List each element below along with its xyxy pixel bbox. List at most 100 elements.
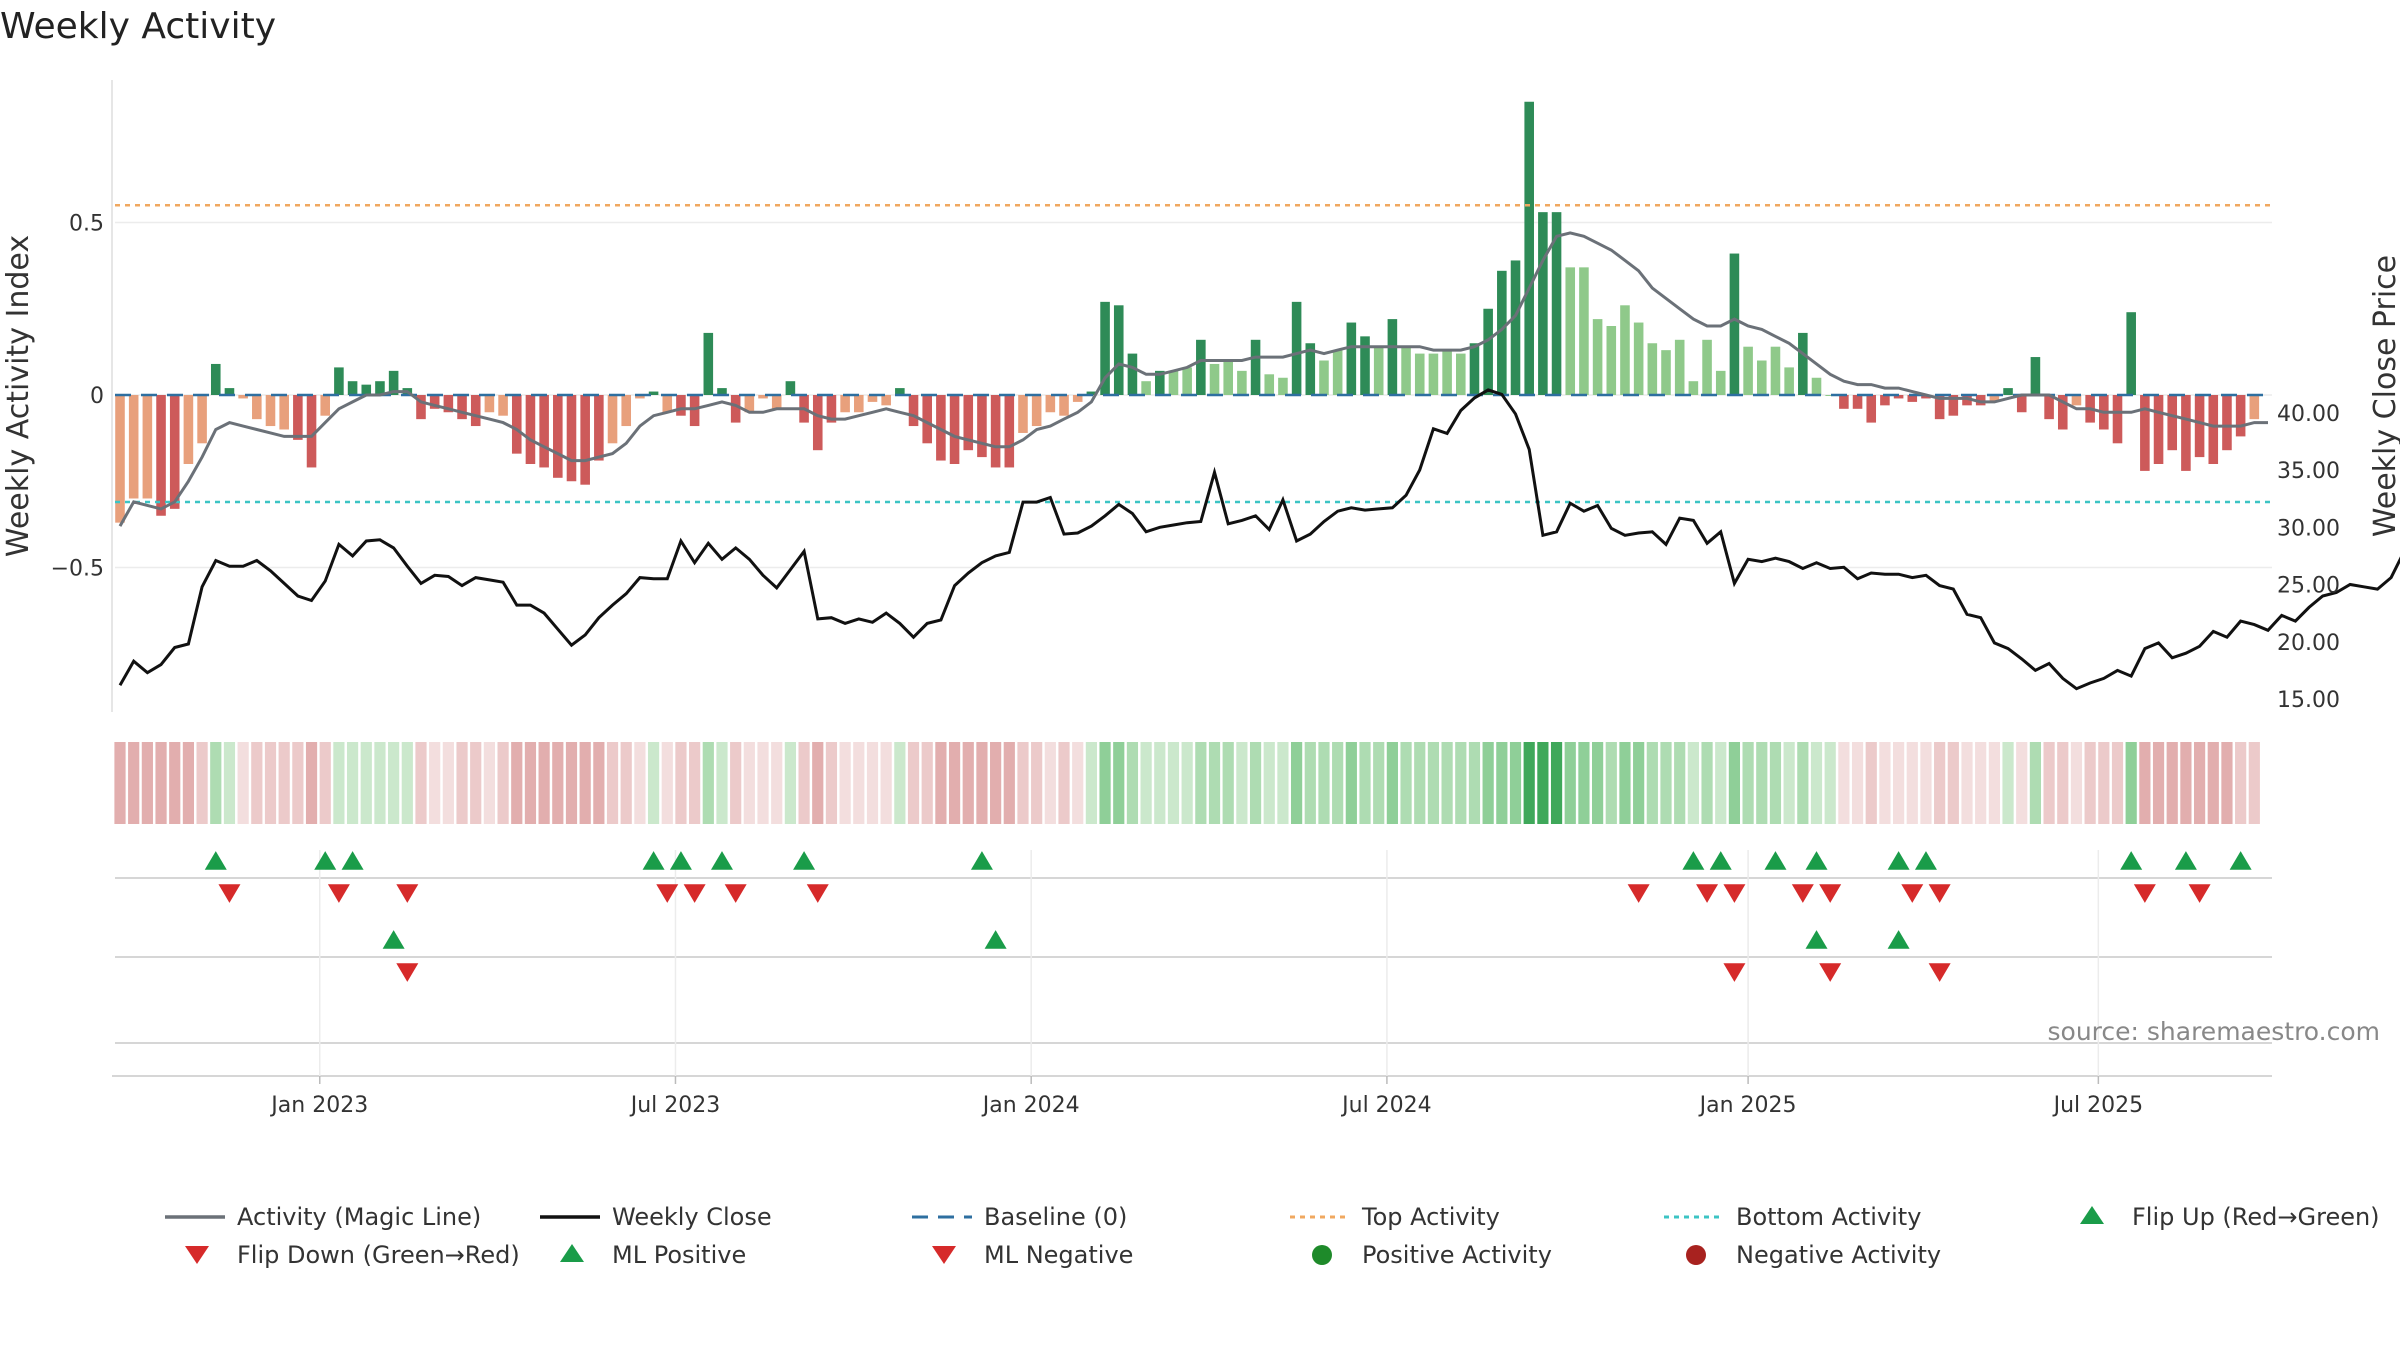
heat-cell (1072, 742, 1084, 824)
activity-bar (1332, 350, 1343, 395)
activity-bar (183, 395, 194, 464)
activity-bar (1688, 381, 1699, 395)
heat-cell (1318, 742, 1330, 824)
activity-bar (2126, 312, 2136, 395)
heat-cell (1564, 742, 1576, 824)
activity-bar (1715, 370, 1726, 395)
activity-bar (635, 395, 645, 399)
activity-bar (594, 395, 604, 461)
activity-bar (621, 395, 632, 427)
heat-cell (1140, 742, 1152, 824)
heat-cell (1550, 742, 1563, 824)
heat-cell (593, 742, 605, 824)
heat-cell (661, 742, 673, 824)
activity-bar (1483, 308, 1493, 395)
heat-cell (128, 742, 140, 824)
heat-cell (2098, 742, 2110, 824)
heat-cell (1674, 742, 1686, 824)
activity-bar (758, 395, 768, 399)
activity-bar (922, 395, 932, 444)
activity-bar (1989, 395, 2000, 402)
flip-down-marker (2188, 884, 2211, 903)
flip-down-marker (1791, 884, 1814, 903)
heat-cell (1619, 742, 1631, 824)
activity-bar (908, 395, 919, 427)
heat-cell (2070, 742, 2083, 824)
activity-bar (1401, 346, 1411, 395)
legend-label: Positive Activity (1362, 1241, 1552, 1269)
flip-down-marker (656, 884, 679, 903)
heat-cell (1523, 742, 1535, 824)
activity-bar (949, 395, 960, 464)
activity-bar (1018, 395, 1028, 433)
activity-bars (115, 101, 2260, 523)
ml-negative-marker (1723, 963, 1746, 982)
heat-cell (1441, 742, 1453, 824)
heat-cell (1824, 742, 1836, 824)
activity-bar (279, 395, 289, 430)
flip-down-marker (1627, 884, 1650, 903)
heat-cell (2016, 742, 2028, 824)
activity-bar (1469, 343, 1480, 395)
heat-cell (292, 742, 304, 824)
heat-cell (1838, 742, 1850, 824)
ml-positive-marker (1887, 930, 1910, 949)
heat-cell (1017, 742, 1029, 824)
flip-down-marker (683, 884, 706, 903)
activity-bar (895, 388, 905, 395)
flip-up-marker (1682, 851, 1705, 870)
activity-bar (156, 395, 166, 516)
activity-bar (977, 395, 987, 458)
activity-bar (2057, 395, 2068, 430)
activity-bar (648, 391, 659, 395)
activity-bar (854, 395, 864, 413)
flip-down-marker (806, 884, 829, 903)
heat-cell (1701, 742, 1713, 824)
activity-bar (1592, 319, 1603, 395)
ml-positive-marker (984, 930, 1007, 949)
flip-up-marker (1914, 851, 1937, 870)
legend-label: Negative Activity (1736, 1241, 1941, 1269)
flip-down-marker (2133, 884, 2156, 903)
heat-cell (2029, 742, 2042, 824)
activity-bar (320, 395, 331, 416)
right-axis-title: Weekly Close Price (2368, 255, 2400, 537)
activity-bar (1551, 212, 1562, 395)
heat-cell (839, 742, 851, 824)
legend-label: Bottom Activity (1736, 1203, 1921, 1231)
flip-marker-panels (112, 850, 2272, 1077)
left-axis-title: Weekly Activity Index (1, 235, 36, 557)
activity-bar (1168, 370, 1179, 395)
heat-cell (346, 742, 359, 824)
heat-cell (223, 742, 236, 824)
activity-bar (2003, 388, 2013, 395)
heat-cell (1099, 742, 1111, 824)
activity-bar (388, 370, 399, 395)
heat-cell (990, 742, 1002, 824)
heat-cell (675, 742, 687, 824)
flip-up-marker (314, 851, 337, 870)
heat-cell (1249, 742, 1262, 824)
heat-cell (907, 742, 920, 824)
heat-cell (2180, 742, 2192, 824)
heat-cell (620, 742, 632, 824)
activity-bar (2222, 395, 2232, 451)
flip-up-marker (970, 851, 993, 870)
heat-cell (210, 742, 222, 824)
heat-cell (1660, 742, 1672, 824)
activity-bar (812, 395, 823, 451)
activity-bar (1907, 395, 1918, 402)
heat-cell (319, 742, 331, 824)
heat-cell (470, 742, 482, 824)
left-tick-label: 0 (90, 384, 104, 409)
left-tick-label: −0.5 (51, 557, 104, 582)
ml-negative-marker (1819, 963, 1842, 982)
activity-bar (1456, 353, 1466, 395)
activity-bar (375, 381, 385, 395)
activity-bar (1072, 395, 1083, 402)
flip-up-marker (1764, 851, 1787, 870)
heat-cell (237, 742, 249, 824)
legend-swatch-circle (1312, 1245, 1332, 1265)
activity-bar (416, 395, 426, 420)
